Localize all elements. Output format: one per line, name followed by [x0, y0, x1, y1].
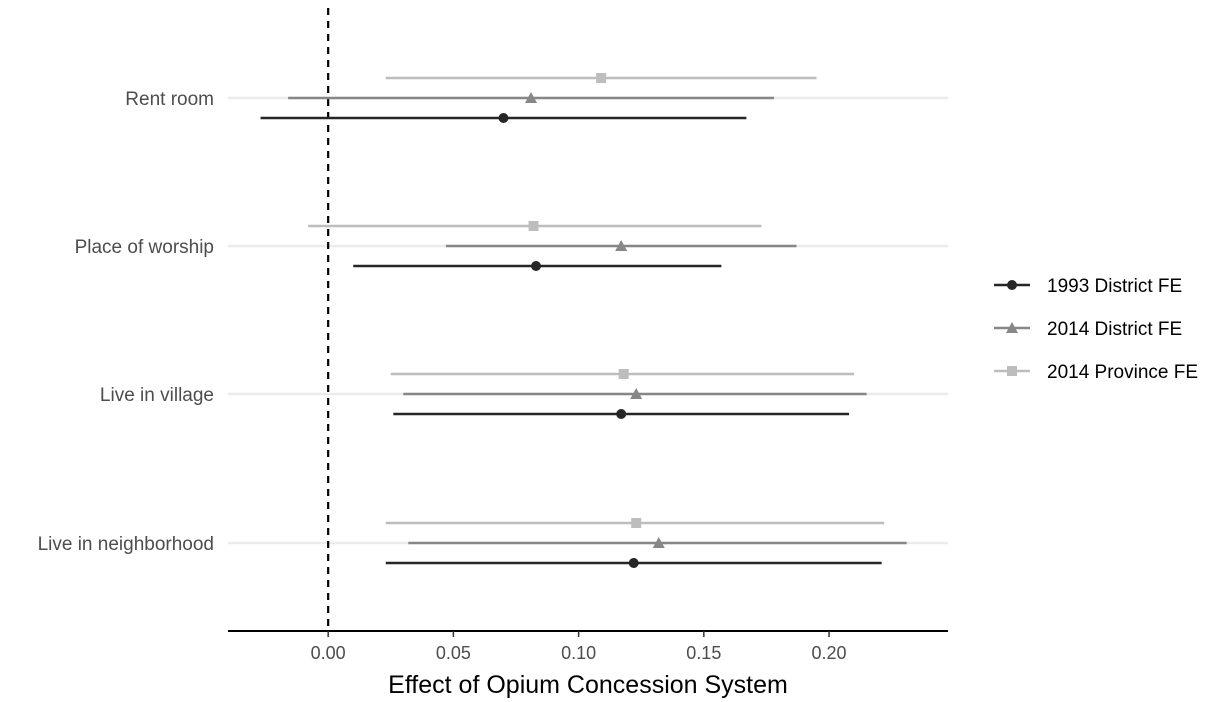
point-estimate — [631, 518, 642, 528]
point-estimate — [652, 537, 665, 548]
x-tick-label: 0.00 — [311, 643, 346, 663]
y-category-label: Place of worship — [75, 237, 214, 258]
point-estimate — [528, 221, 539, 231]
point-estimate — [615, 240, 628, 251]
point-estimate — [596, 73, 607, 83]
legend-label: 2014 District FE — [1047, 319, 1182, 340]
y-category-label: Live in neighborhood — [38, 534, 214, 555]
point-estimate — [628, 558, 639, 568]
point-estimate — [498, 113, 509, 123]
point-estimate — [531, 261, 542, 271]
y-category-label: Live in village — [100, 385, 214, 406]
y-category-label: Rent room — [125, 89, 214, 110]
point-estimate — [618, 369, 629, 379]
legend-key-marker — [1007, 280, 1017, 290]
point-estimate — [630, 388, 643, 399]
legend-label: 2014 Province FE — [1047, 362, 1198, 383]
legend-key-marker — [1006, 322, 1018, 333]
x-axis-label: Effect of Opium Concession System — [388, 671, 788, 699]
point-estimate — [525, 92, 538, 103]
x-tick-label: 0.15 — [686, 643, 721, 663]
x-tick-label: 0.20 — [812, 643, 847, 663]
legend-label: 1993 District FE — [1047, 276, 1182, 297]
x-tick-label: 0.05 — [436, 643, 471, 663]
legend-key-marker — [1007, 366, 1017, 376]
x-tick-label: 0.10 — [561, 643, 596, 663]
point-estimate — [616, 409, 627, 419]
